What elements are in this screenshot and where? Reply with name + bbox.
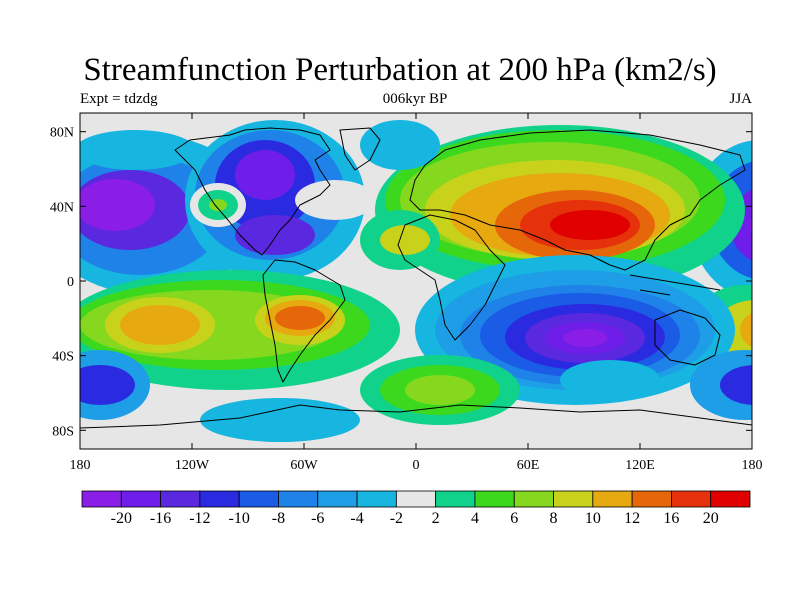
greenland-coast	[339, 127, 381, 171]
season-label: JJA	[729, 91, 752, 107]
experiment-label: Expt = tdzdg	[80, 91, 158, 107]
colorbar-swatch	[238, 490, 279, 508]
contour-positive-south-pacific	[80, 270, 400, 390]
colorbar-swatch	[474, 490, 515, 508]
lat-label: 80N	[50, 126, 74, 141]
lat-label: 0	[67, 275, 74, 290]
colorbar-label: 6	[510, 510, 518, 527]
colorbar-swatch	[671, 490, 712, 508]
lon-label: 180	[70, 458, 91, 473]
colorbar: -20 -16 -12 -10 -8 -6 -4 -2 2 4 6 8 10 12 16 20	[81, 490, 751, 527]
maritime-continent-coast	[629, 274, 721, 296]
colorbar-swatch	[317, 490, 358, 508]
australia-coast	[654, 309, 721, 366]
africa-coast	[397, 214, 506, 341]
plot-title: Streamfunction Perturbation at 200 hPa (…	[83, 52, 717, 88]
lat-label: 80S	[52, 424, 74, 439]
contour-negative-southern-ocean	[80, 350, 752, 442]
lat-label: 40S	[52, 350, 74, 365]
contour-positive-southern-ocean	[360, 355, 520, 425]
colorbar-swatch	[199, 490, 240, 508]
colorbar-label: 10	[585, 510, 601, 527]
lon-label: 0	[413, 458, 420, 473]
south-america-coast	[262, 259, 346, 383]
lon-label: 180	[742, 458, 763, 473]
lon-label: 120E	[625, 458, 655, 473]
colorbar-label: 16	[663, 510, 679, 527]
colorbar-label: -6	[311, 510, 324, 527]
colorbar-swatch	[356, 490, 397, 508]
time-period-label: 006kyr BP	[382, 91, 448, 107]
colorbar-label: 4	[471, 510, 479, 527]
colorbar-swatch	[160, 490, 201, 508]
lon-label: 120W	[175, 458, 210, 473]
colorbar-swatch	[278, 490, 319, 508]
colorbar-label: 8	[550, 510, 558, 527]
contour-positive-atlantic	[295, 180, 375, 220]
colorbar-swatch	[395, 490, 437, 508]
contour-negative-arctic	[80, 120, 440, 170]
colorbar-label: -8	[272, 510, 285, 527]
north-america-coast	[174, 127, 331, 256]
lat-label: 40N	[50, 200, 74, 215]
colorbar-label: -2	[390, 510, 403, 527]
colorbar-label: -20	[111, 510, 132, 527]
longitude-axis: 180 120W 60W 0 60E 120E 180	[70, 113, 763, 473]
colorbar-label: 20	[703, 510, 719, 527]
colorbar-swatch	[513, 490, 554, 508]
lon-label: 60E	[517, 458, 540, 473]
colorbar-swatch	[553, 490, 594, 508]
colorbar-swatch	[710, 490, 751, 508]
colorbar-label: -10	[229, 510, 250, 527]
antarctica-coast	[80, 404, 752, 429]
colorbar-swatch	[120, 490, 161, 508]
colorbar-label: -12	[189, 510, 210, 527]
colorbar-swatch	[592, 490, 633, 508]
eurasia-coast	[409, 129, 746, 271]
colorbar-swatch	[435, 490, 476, 508]
lon-label: 60W	[290, 458, 318, 473]
streamfunction-field	[80, 113, 752, 449]
colorbar-label: -16	[150, 510, 171, 527]
colorbar-label: 2	[432, 510, 440, 527]
colorbar-swatch	[631, 490, 672, 508]
contour-positive-california	[190, 183, 246, 227]
contour-positive-asia	[375, 125, 745, 295]
colorbar-swatch	[81, 490, 122, 508]
coastlines	[80, 127, 752, 429]
colorbar-label: -4	[350, 510, 363, 527]
latitude-axis: 80N 40N 0 40S 80S	[50, 126, 752, 439]
colorbar-label: 12	[624, 510, 640, 527]
